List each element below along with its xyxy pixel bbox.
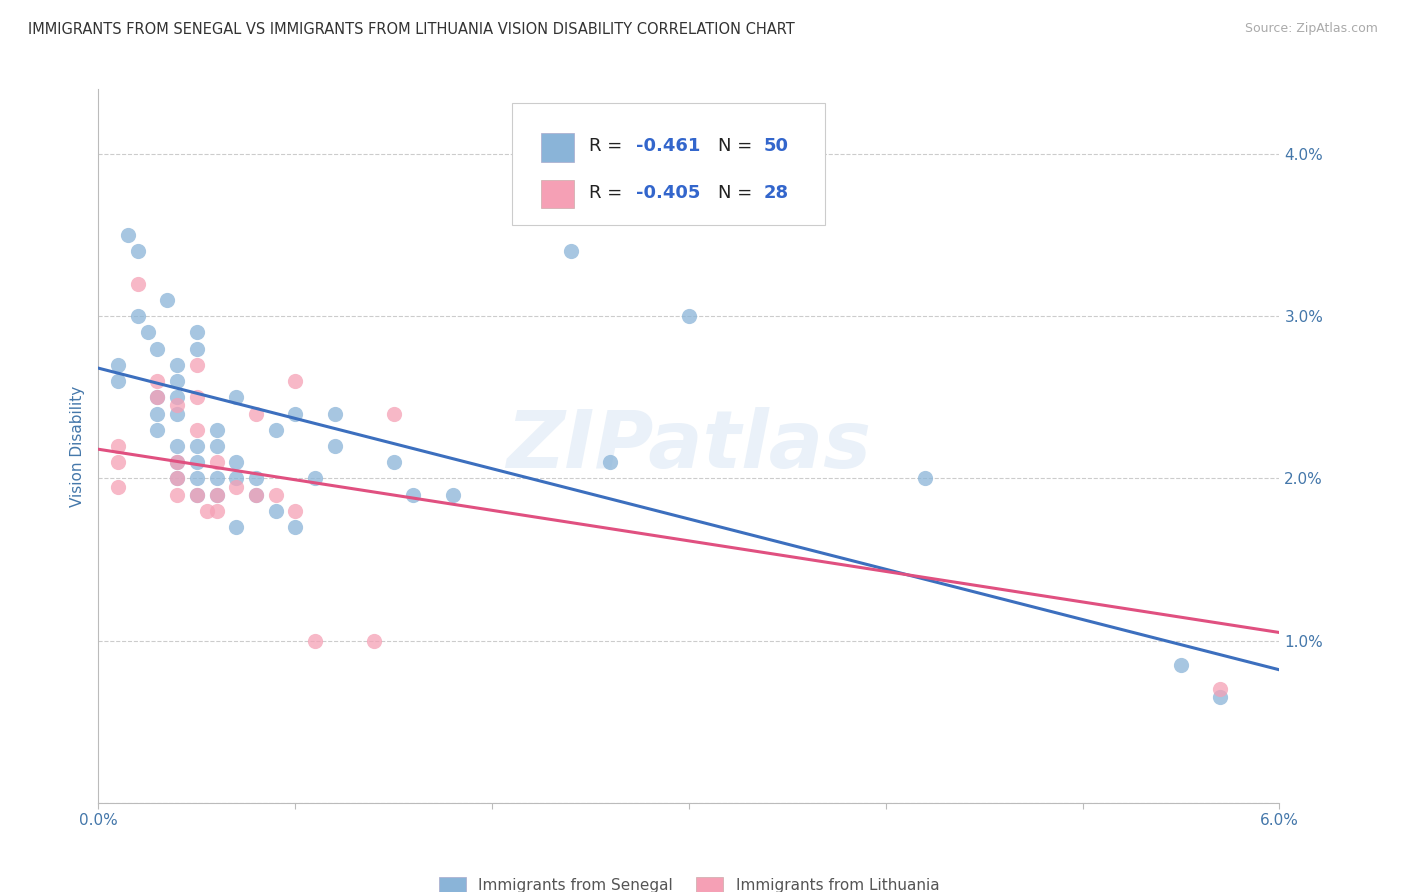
- Point: [284, 504, 307, 518]
- Point: [166, 374, 188, 388]
- Text: IMMIGRANTS FROM SENEGAL VS IMMIGRANTS FROM LITHUANIA VISION DISABILITY CORRELATI: IMMIGRANTS FROM SENEGAL VS IMMIGRANTS FR…: [28, 22, 794, 37]
- Point: [186, 358, 208, 372]
- Point: [166, 488, 188, 502]
- Point: [195, 504, 218, 518]
- Point: [323, 407, 346, 421]
- Point: [117, 228, 139, 243]
- Point: [107, 358, 129, 372]
- Point: [186, 342, 208, 356]
- Point: [264, 488, 287, 502]
- FancyBboxPatch shape: [541, 180, 575, 209]
- Text: ZIPatlas: ZIPatlas: [506, 407, 872, 485]
- Text: -0.461: -0.461: [636, 137, 700, 155]
- Point: [284, 520, 307, 534]
- Point: [205, 455, 228, 469]
- Point: [264, 423, 287, 437]
- Point: [225, 479, 247, 493]
- Point: [127, 277, 149, 291]
- Point: [245, 471, 267, 485]
- Point: [186, 488, 208, 502]
- Text: Source: ZipAtlas.com: Source: ZipAtlas.com: [1244, 22, 1378, 36]
- Point: [166, 358, 188, 372]
- Point: [166, 439, 188, 453]
- Point: [107, 455, 129, 469]
- Point: [166, 471, 188, 485]
- Point: [186, 390, 208, 404]
- Point: [560, 244, 582, 259]
- Point: [245, 488, 267, 502]
- Point: [166, 455, 188, 469]
- Point: [225, 455, 247, 469]
- Y-axis label: Vision Disability: Vision Disability: [70, 385, 86, 507]
- Point: [323, 439, 346, 453]
- Point: [245, 488, 267, 502]
- Text: N =: N =: [718, 137, 758, 155]
- Text: N =: N =: [718, 184, 758, 202]
- FancyBboxPatch shape: [541, 134, 575, 162]
- Point: [205, 423, 228, 437]
- Point: [156, 293, 179, 307]
- Text: R =: R =: [589, 184, 627, 202]
- Point: [146, 390, 169, 404]
- Point: [1209, 690, 1232, 705]
- Point: [107, 374, 129, 388]
- Point: [284, 374, 307, 388]
- Point: [186, 455, 208, 469]
- Point: [1170, 657, 1192, 672]
- Point: [264, 504, 287, 518]
- Point: [304, 471, 326, 485]
- Point: [284, 407, 307, 421]
- Point: [146, 407, 169, 421]
- Point: [146, 374, 169, 388]
- Point: [186, 471, 208, 485]
- Point: [107, 479, 129, 493]
- Point: [914, 471, 936, 485]
- Point: [186, 423, 208, 437]
- Point: [599, 455, 621, 469]
- Point: [166, 471, 188, 485]
- Point: [205, 504, 228, 518]
- Point: [205, 471, 228, 485]
- Point: [127, 244, 149, 259]
- Point: [146, 423, 169, 437]
- Point: [1209, 682, 1232, 697]
- Point: [166, 399, 188, 413]
- Point: [166, 390, 188, 404]
- Point: [136, 326, 159, 340]
- Point: [382, 407, 405, 421]
- Point: [127, 310, 149, 324]
- Point: [363, 633, 385, 648]
- Text: 28: 28: [763, 184, 789, 202]
- Legend: Immigrants from Senegal, Immigrants from Lithuania: Immigrants from Senegal, Immigrants from…: [433, 871, 945, 892]
- Text: R =: R =: [589, 137, 627, 155]
- Point: [245, 407, 267, 421]
- Point: [402, 488, 425, 502]
- FancyBboxPatch shape: [512, 103, 825, 225]
- Point: [146, 390, 169, 404]
- Point: [225, 471, 247, 485]
- Point: [205, 488, 228, 502]
- Text: -0.405: -0.405: [636, 184, 700, 202]
- Point: [107, 439, 129, 453]
- Point: [186, 488, 208, 502]
- Point: [166, 407, 188, 421]
- Point: [205, 439, 228, 453]
- Point: [146, 342, 169, 356]
- Point: [678, 310, 700, 324]
- Point: [166, 455, 188, 469]
- Point: [205, 488, 228, 502]
- Text: 50: 50: [763, 137, 789, 155]
- Point: [225, 390, 247, 404]
- Point: [225, 520, 247, 534]
- Point: [186, 326, 208, 340]
- Point: [441, 488, 464, 502]
- Point: [304, 633, 326, 648]
- Point: [186, 439, 208, 453]
- Point: [382, 455, 405, 469]
